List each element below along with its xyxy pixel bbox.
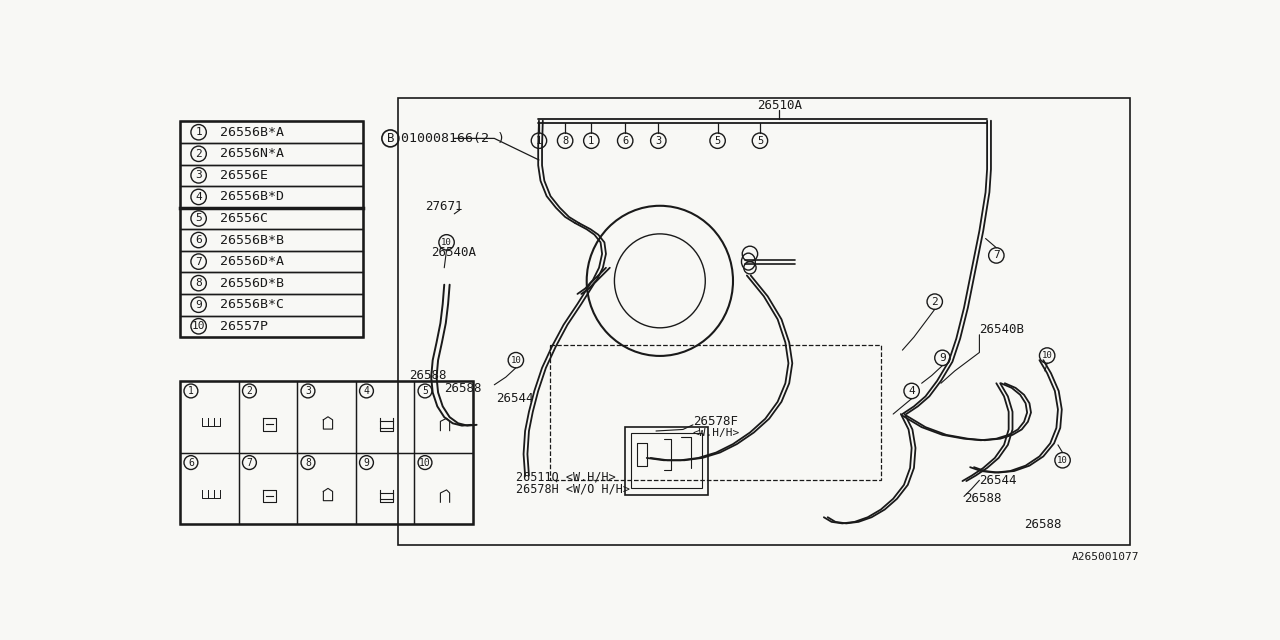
Text: 1: 1 xyxy=(188,386,193,396)
Bar xyxy=(180,229,364,251)
Text: 5: 5 xyxy=(422,386,428,396)
Text: 10: 10 xyxy=(1042,351,1052,360)
Text: 26556B*A: 26556B*A xyxy=(220,125,284,139)
Bar xyxy=(356,452,415,524)
Bar xyxy=(180,186,364,208)
Text: 26578H <W/O H/H>: 26578H <W/O H/H> xyxy=(516,483,630,495)
Text: 26544: 26544 xyxy=(979,474,1016,487)
Bar xyxy=(180,208,364,229)
Bar xyxy=(625,427,708,495)
Bar xyxy=(180,381,472,524)
Text: 26510A: 26510A xyxy=(756,99,801,112)
Text: 9: 9 xyxy=(196,300,202,310)
Text: 26540B: 26540B xyxy=(979,323,1024,336)
Text: 26556D*B: 26556D*B xyxy=(220,276,284,290)
Text: 6: 6 xyxy=(622,136,628,146)
Text: 26511Q <W.H/H>: 26511Q <W.H/H> xyxy=(516,470,616,484)
Bar xyxy=(180,251,364,273)
Bar xyxy=(180,273,364,294)
Text: 3: 3 xyxy=(196,170,202,180)
Text: 4: 4 xyxy=(909,386,915,396)
Text: 6: 6 xyxy=(196,235,202,245)
Bar xyxy=(415,452,472,524)
Text: 10: 10 xyxy=(419,458,431,468)
Text: 10: 10 xyxy=(1057,456,1068,465)
Bar xyxy=(398,99,1129,545)
Text: 8: 8 xyxy=(196,278,202,288)
Text: 26540A: 26540A xyxy=(431,246,476,259)
Text: 4: 4 xyxy=(196,192,202,202)
Bar xyxy=(180,143,364,164)
Bar xyxy=(180,122,364,337)
Text: 3: 3 xyxy=(655,136,662,146)
Text: 1: 1 xyxy=(196,127,202,137)
Text: 26556E: 26556E xyxy=(220,169,269,182)
Bar xyxy=(356,381,415,452)
Text: 26557P: 26557P xyxy=(220,320,269,333)
Text: 26556D*A: 26556D*A xyxy=(220,255,284,268)
Text: 8: 8 xyxy=(562,136,568,146)
Text: 2: 2 xyxy=(196,148,202,159)
Text: 26578F: 26578F xyxy=(692,415,739,428)
Text: 26556B*B: 26556B*B xyxy=(220,234,284,246)
Text: 8: 8 xyxy=(305,458,311,468)
Text: 3: 3 xyxy=(305,386,311,396)
Text: A265001077: A265001077 xyxy=(1073,552,1139,562)
Bar xyxy=(180,122,364,143)
Text: 2: 2 xyxy=(247,386,252,396)
Text: 26588: 26588 xyxy=(1024,518,1061,531)
Text: 5: 5 xyxy=(714,136,721,146)
Bar xyxy=(180,316,364,337)
Text: <W.H/H>: <W.H/H> xyxy=(692,428,740,438)
Bar xyxy=(415,381,472,452)
Bar xyxy=(180,294,364,316)
Text: 010008166(2 ): 010008166(2 ) xyxy=(401,132,506,145)
Text: 9: 9 xyxy=(364,458,370,468)
Text: 10: 10 xyxy=(442,238,452,247)
Text: 1: 1 xyxy=(589,136,594,146)
Bar xyxy=(297,452,356,524)
Text: 6: 6 xyxy=(188,458,193,468)
Text: 26556N*A: 26556N*A xyxy=(220,147,284,160)
Text: 26556B*D: 26556B*D xyxy=(220,191,284,204)
Text: 26544: 26544 xyxy=(495,392,534,405)
Text: 26588: 26588 xyxy=(444,382,481,395)
Text: 7: 7 xyxy=(196,257,202,267)
Text: 1: 1 xyxy=(536,136,543,146)
Bar xyxy=(631,433,703,488)
Text: 26588: 26588 xyxy=(410,369,447,382)
Text: 26556B*C: 26556B*C xyxy=(220,298,284,311)
Bar xyxy=(180,381,238,452)
Bar xyxy=(180,452,238,524)
Text: 7: 7 xyxy=(993,250,1000,260)
Text: 9: 9 xyxy=(940,353,946,363)
Text: 27671: 27671 xyxy=(425,200,462,212)
Text: 26556C: 26556C xyxy=(220,212,269,225)
Bar xyxy=(238,381,297,452)
Text: 4: 4 xyxy=(364,386,370,396)
Text: 2: 2 xyxy=(932,296,938,307)
Text: 10: 10 xyxy=(192,321,205,332)
Bar xyxy=(238,452,297,524)
Text: 7: 7 xyxy=(247,458,252,468)
Bar xyxy=(180,164,364,186)
Bar xyxy=(297,381,356,452)
Text: B: B xyxy=(387,132,394,145)
Text: 5: 5 xyxy=(756,136,763,146)
Bar xyxy=(549,345,881,479)
Text: 10: 10 xyxy=(511,356,521,365)
Text: 26588: 26588 xyxy=(964,492,1001,505)
Text: 5: 5 xyxy=(196,214,202,223)
